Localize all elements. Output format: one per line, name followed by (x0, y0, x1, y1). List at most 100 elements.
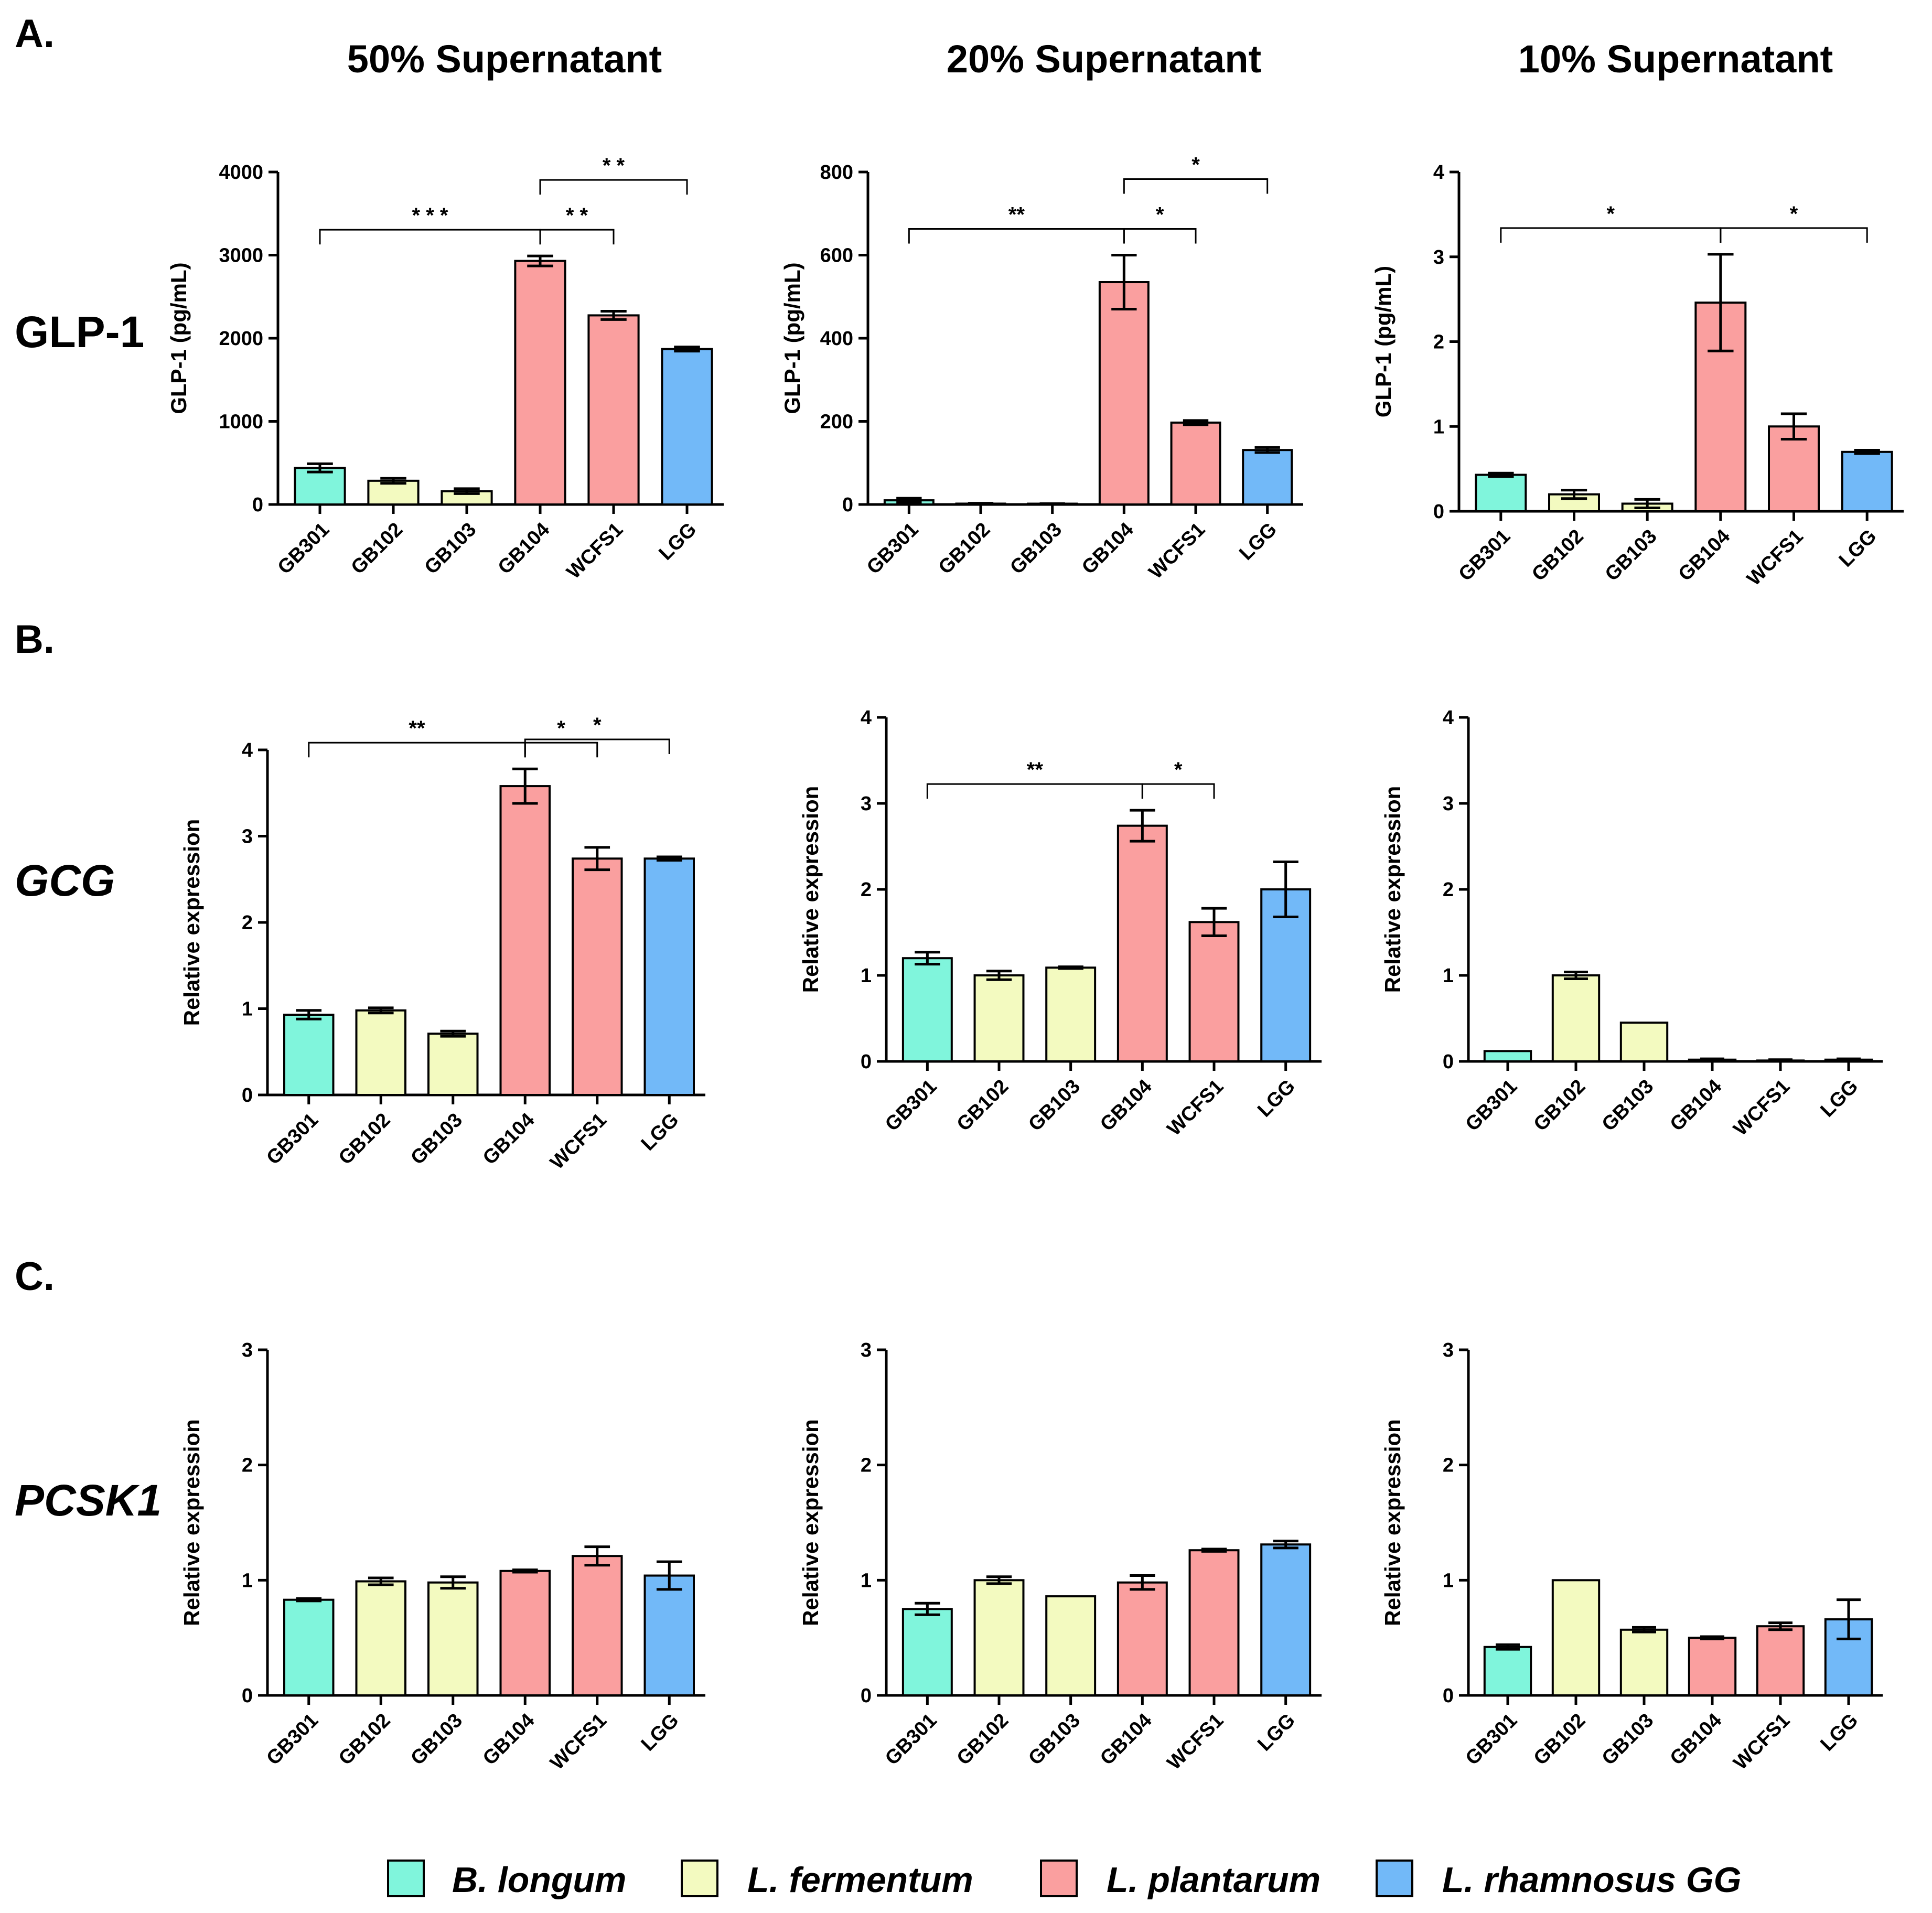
panel-letter-b: B. (15, 617, 55, 662)
bar (1188, 921, 1240, 1062)
bar (367, 479, 420, 506)
significance-label: * (1607, 202, 1615, 225)
y-tick-label: 2 (861, 879, 872, 901)
y-tick-label: 2 (242, 1455, 253, 1477)
panel-letter-a: A. (15, 12, 55, 56)
significance-label: * (593, 714, 602, 737)
y-tick-label: 3 (242, 1339, 253, 1361)
row-label-glp1: GLP-1 (15, 307, 144, 357)
y-tick-label: 2 (1443, 1455, 1454, 1477)
y-tick-label: 1000 (219, 411, 263, 433)
significance-label: * (1174, 758, 1183, 781)
y-tick-label: 2000 (219, 328, 263, 350)
bar (1117, 1581, 1168, 1696)
legend-label-l-plantarum: L. plantarum (1107, 1860, 1321, 1900)
bar (1688, 1637, 1737, 1697)
bar (1756, 1625, 1805, 1696)
bar (283, 1014, 335, 1097)
bar (1551, 1579, 1601, 1696)
y-tick-label: 0 (242, 1084, 253, 1106)
y-tick-label: 0 (861, 1685, 872, 1707)
significance-label: * * (603, 154, 625, 177)
bar (973, 974, 1025, 1062)
y-tick-label: 3 (242, 826, 253, 848)
y-tick-label: 1 (1443, 1570, 1454, 1592)
y-tick-label: 3 (1443, 793, 1454, 815)
bar (1045, 966, 1097, 1062)
y-tick-label: 0 (1433, 501, 1444, 523)
y-tick-label: 3 (1433, 246, 1444, 268)
y-axis-title: Relative expression (798, 786, 823, 993)
legend-label-b-longum: B. longum (452, 1860, 626, 1900)
significance-bracket (524, 738, 670, 754)
bar (294, 467, 346, 506)
legend-swatch-b-longum (387, 1860, 425, 1897)
y-axis-title: Relative expression (1380, 786, 1405, 993)
y-tick-label: 4000 (219, 162, 263, 184)
y-tick-label: 800 (820, 162, 853, 184)
bar (427, 1581, 479, 1696)
significance-bracket (539, 229, 615, 245)
significance-label: * * * (412, 204, 448, 227)
row-label-pcsk1: PCSK1 (15, 1476, 162, 1525)
bar (1841, 450, 1893, 513)
column-title-50: 50% Supernatant (347, 37, 662, 81)
bar (1045, 1595, 1097, 1696)
bar (1188, 1549, 1240, 1696)
significance-label: * (1192, 154, 1200, 177)
significance-label: * * (566, 204, 588, 227)
y-tick-label: 1 (861, 1570, 872, 1592)
bar (1098, 281, 1150, 506)
bar (587, 314, 640, 506)
significance-bracket (1123, 228, 1197, 244)
bar (1483, 1646, 1532, 1696)
bar (1242, 449, 1293, 506)
bar (1619, 1628, 1669, 1697)
legend-label-l-rhamnosus: L. rhamnosus GG (1442, 1860, 1742, 1900)
y-tick-label: 3 (1443, 1339, 1454, 1361)
y-tick-label: 2 (1443, 879, 1454, 901)
y-tick-label: 0 (242, 1685, 253, 1707)
bar (643, 857, 695, 1097)
bar (643, 1574, 695, 1696)
bar (1619, 1022, 1669, 1062)
y-tick-label: 200 (820, 411, 853, 433)
bar (283, 1598, 335, 1697)
y-tick-label: 3000 (219, 245, 263, 267)
y-tick-label: 1 (1433, 416, 1444, 438)
y-axis-title: Relative expression (179, 1419, 204, 1626)
significance-label: ** (1008, 203, 1025, 227)
significance-bracket (539, 179, 688, 195)
bar (901, 1608, 953, 1696)
bar (1117, 824, 1168, 1062)
y-axis-title: GLP-1 (pg/mL) (780, 262, 804, 414)
y-tick-label: 0 (861, 1051, 872, 1073)
row-label-gcg: GCG (15, 856, 115, 905)
bar (661, 348, 713, 506)
bar (572, 857, 623, 1097)
legend-swatch-l-plantarum (1040, 1860, 1078, 1897)
y-tick-label: 400 (820, 328, 853, 350)
y-axis-title: Relative expression (179, 819, 204, 1026)
y-tick-label: 1 (242, 1570, 253, 1592)
bar (572, 1555, 623, 1697)
bar (1483, 1050, 1532, 1062)
y-axis-title: Relative expression (1380, 1419, 1405, 1626)
y-tick-label: 1 (861, 965, 872, 987)
bar (499, 1570, 551, 1697)
significance-label: ** (1027, 758, 1044, 781)
bar (427, 1033, 479, 1096)
legend-swatch-l-fermentum (681, 1860, 718, 1897)
bar (499, 785, 551, 1096)
bar (1551, 974, 1601, 1062)
y-tick-label: 2 (242, 912, 253, 934)
y-tick-label: 0 (1443, 1685, 1454, 1707)
significance-label: * (1790, 202, 1798, 225)
column-title-20: 20% Supernatant (947, 37, 1261, 81)
y-tick-label: 4 (242, 739, 253, 761)
bar (1260, 1543, 1312, 1696)
bar (355, 1009, 406, 1097)
significance-label: * (557, 717, 565, 740)
y-tick-label: 2 (1433, 331, 1444, 353)
